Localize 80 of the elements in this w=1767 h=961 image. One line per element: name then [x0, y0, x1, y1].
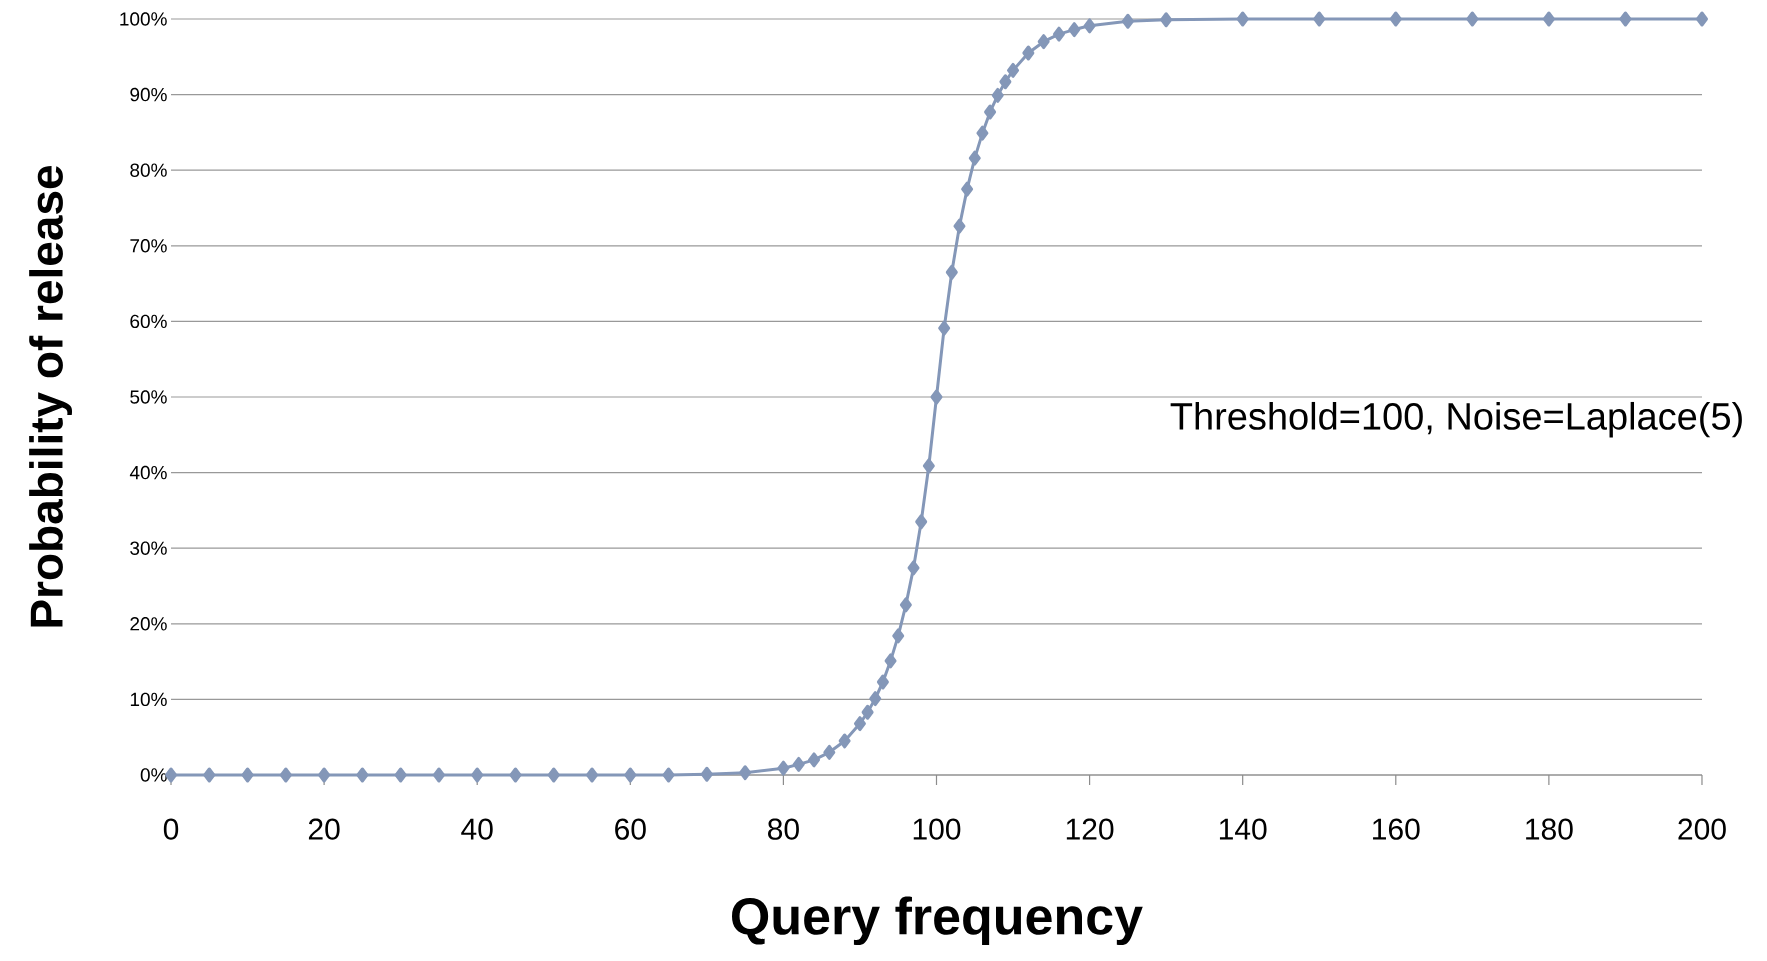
- x-axis-title: Query frequency: [732, 896, 1143, 946]
- y-tick-label: 60%: [130, 314, 167, 329]
- point: [1236, 11, 1249, 27]
- point: [1007, 62, 1020, 78]
- point: [662, 767, 675, 783]
- point: [1389, 11, 1402, 27]
- x-tick-label: 100: [913, 818, 961, 840]
- point: [838, 733, 851, 749]
- point: [1121, 13, 1134, 29]
- point: [1052, 26, 1065, 42]
- point: [899, 597, 912, 613]
- point: [892, 628, 905, 644]
- y-tick-label: 30%: [130, 541, 167, 555]
- point: [279, 767, 292, 783]
- point: [1695, 11, 1708, 27]
- x-tick-label: 140: [1219, 818, 1267, 840]
- y-tick-label: 100%: [120, 12, 167, 26]
- point: [853, 716, 866, 732]
- x-tick-label: 160: [1373, 818, 1420, 840]
- point: [907, 560, 920, 576]
- point: [1619, 11, 1632, 27]
- x-tick-label: 20: [308, 818, 340, 840]
- x-tick-label: 40: [461, 818, 493, 840]
- point: [394, 767, 407, 783]
- point: [1466, 11, 1479, 27]
- point: [1160, 12, 1173, 28]
- y-tick-label: 40%: [129, 465, 167, 480]
- point: [808, 752, 821, 768]
- y-tick-label: 50%: [130, 390, 167, 404]
- point: [471, 767, 484, 783]
- y-tick-label: 10%: [130, 692, 167, 707]
- point: [1542, 11, 1555, 27]
- y-axis-title: Probability of release: [29, 165, 73, 627]
- point: [432, 767, 445, 783]
- x-tick-label: 60: [615, 818, 646, 840]
- x-tick-label: 0: [163, 818, 179, 840]
- point: [876, 674, 889, 690]
- point: [1022, 45, 1035, 61]
- point: [999, 74, 1012, 90]
- y-tick-label: 80%: [130, 163, 167, 177]
- point: [586, 767, 599, 783]
- point: [624, 767, 637, 783]
- x-tick-label: 180: [1526, 818, 1573, 840]
- point: [1037, 34, 1050, 50]
- point: [984, 104, 997, 120]
- point: [203, 767, 216, 783]
- point: [241, 767, 254, 783]
- point: [991, 87, 1004, 103]
- point: [318, 767, 331, 783]
- point: [1083, 18, 1096, 34]
- y-tick-label: 70%: [130, 239, 167, 253]
- point: [1068, 22, 1081, 38]
- point: [509, 767, 522, 783]
- point: [823, 744, 836, 760]
- x-tick-label: 80: [768, 818, 799, 840]
- x-tick-label: 120: [1066, 818, 1114, 840]
- point: [1313, 11, 1326, 27]
- point: [861, 704, 874, 720]
- point: [869, 691, 882, 707]
- point: [915, 514, 928, 530]
- y-tick-label: 0%: [140, 768, 167, 782]
- point: [884, 653, 897, 669]
- point: [356, 767, 369, 783]
- point: [777, 760, 790, 776]
- point: [976, 125, 989, 141]
- point: [739, 765, 752, 781]
- point: [961, 181, 974, 197]
- point: [938, 320, 951, 336]
- y-tick-label: 90%: [130, 87, 167, 102]
- point: [700, 766, 713, 782]
- point: [945, 264, 958, 280]
- point: [547, 767, 560, 783]
- point: [930, 389, 943, 405]
- y-tick-label: 20%: [130, 617, 167, 631]
- annotation: Threshold=100, Noise=Laplace(5): [1170, 401, 1742, 438]
- point: [968, 150, 981, 166]
- point: [792, 756, 805, 772]
- x-tick-label: 200: [1678, 818, 1726, 840]
- point: [922, 458, 935, 474]
- point: [953, 218, 966, 234]
